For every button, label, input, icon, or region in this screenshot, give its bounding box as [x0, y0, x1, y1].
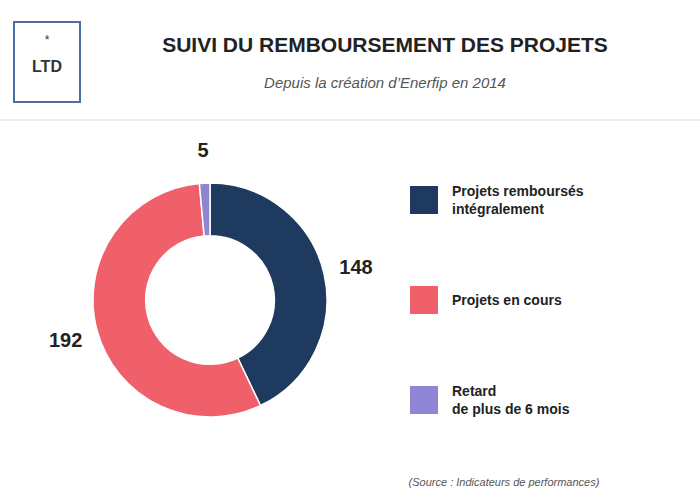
data-labels: 148 192 5 [49, 139, 373, 350]
logo-text: LTD [32, 58, 62, 75]
legend-swatch [410, 186, 438, 214]
background [0, 0, 700, 500]
legend-swatch [410, 386, 438, 414]
wedges [93, 183, 327, 417]
title: SUIVI DU REMBOURSEMENT DES PROJETS [162, 33, 608, 56]
data-label: 5 [198, 139, 209, 161]
legend-label: Retardde plus de 6 mois [452, 383, 570, 417]
data-label: 192 [49, 329, 82, 351]
data-label: 148 [339, 256, 372, 278]
source-note: (Source : Indicateurs de performances) [409, 476, 600, 488]
logo: LTD * [14, 22, 80, 102]
logo-box [14, 22, 80, 102]
legend: Projets remboursésintégralement Projets e… [410, 183, 584, 417]
subtitle: Depuis la création d’Enerfip en 2014 [264, 74, 506, 91]
logo-mark: * [45, 33, 50, 47]
wedge [199, 183, 210, 236]
legend-label: Projets en cours [452, 292, 562, 308]
legend-swatch [410, 286, 438, 314]
chart-container: LTD * SUIVI DU REMBOURSEMENT DES PROJETS De… [0, 0, 700, 500]
chart: LTD * SUIVI DU REMBOURSEMENT DES PROJETS De… [0, 0, 700, 500]
legend-label: Projets remboursésintégralement [452, 183, 584, 217]
wedge [93, 183, 260, 417]
header-divider [0, 120, 700, 121]
